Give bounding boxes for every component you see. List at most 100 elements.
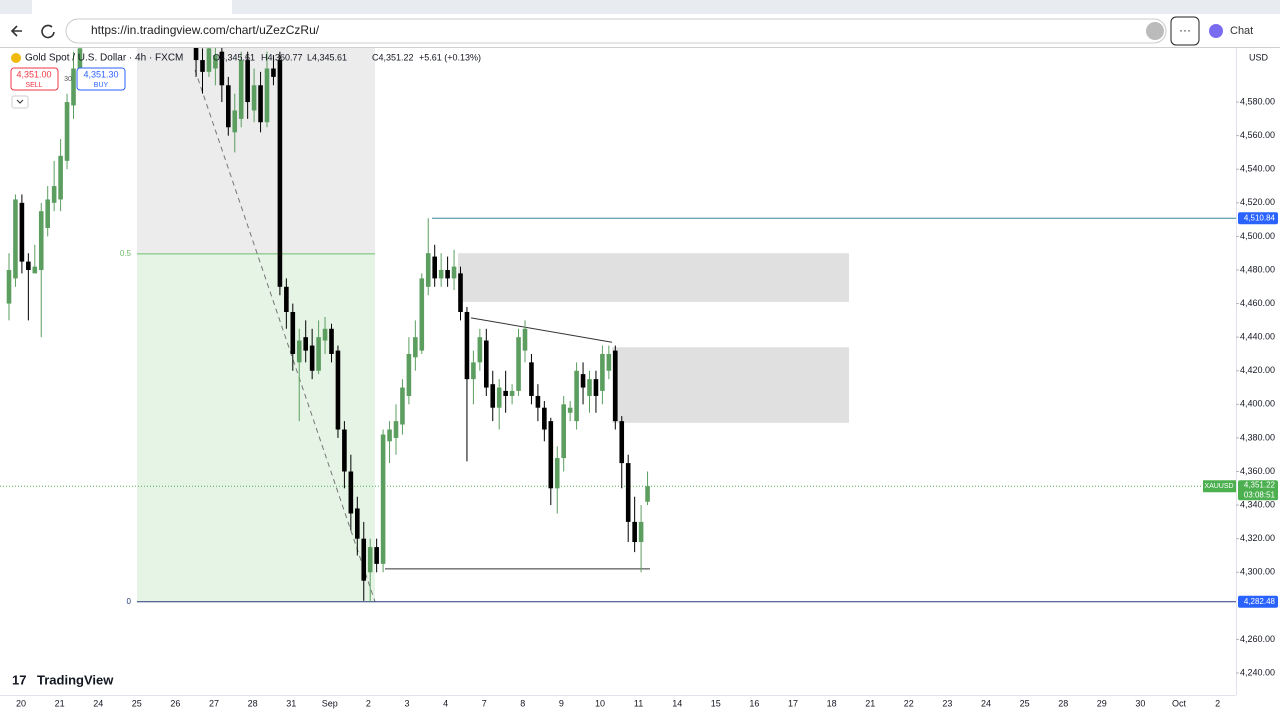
fib-lower-zone (137, 253, 375, 602)
candle-body (471, 362, 476, 380)
candle-body (425, 253, 431, 287)
x-tick-label: 27 (209, 698, 219, 708)
candle-body (284, 286, 289, 312)
y-tick-label: 4,340.00 (1240, 499, 1275, 509)
spread: 30 (64, 76, 72, 83)
candle-body (593, 379, 599, 396)
symbol-title: Gold Spot / U.S. Dollar · 4h · FXCM (25, 53, 183, 64)
sell-button[interactable] (10, 67, 59, 91)
candle-body (309, 345, 315, 371)
candle-body (548, 421, 554, 489)
ohlc-open: O4,345.61 (213, 52, 255, 62)
x-tick-label: 11 (634, 698, 643, 708)
x-tick-label: 25 (132, 698, 142, 708)
candle-body (374, 547, 379, 564)
y-tick-label: 4,400.00 (1240, 399, 1275, 409)
url: https://in.tradingview.com/chart/uZezCzR… (91, 23, 320, 37)
candle-body (613, 350, 618, 422)
chat-button[interactable]: Chat (1230, 25, 1253, 37)
y-tick-label: 4,480.00 (1240, 264, 1275, 274)
candle-body (503, 390, 508, 396)
candle-body (226, 85, 231, 128)
fib-label: 0 (127, 597, 132, 606)
candle-body (516, 337, 521, 391)
back-button[interactable] (10, 25, 22, 37)
y-tick-label: 4,500.00 (1240, 231, 1275, 241)
ohlc-high: H4,360.77 (261, 52, 303, 62)
x-tick-label: 8 (520, 698, 525, 708)
y-tick-label: 4,520.00 (1240, 197, 1275, 207)
candle-body (445, 269, 450, 279)
x-tick-label: 31 (286, 698, 296, 708)
ohlc-low: L4,345.61 (307, 52, 347, 62)
symbol-tag-label: XAUUSD (1204, 483, 1233, 490)
candle-body (625, 463, 631, 522)
x-tick-label: 4 (443, 698, 448, 708)
candle-body (355, 508, 360, 539)
candle-body (496, 387, 502, 408)
x-tick-label: 3 (404, 698, 409, 708)
level-tag-label: 4,510.84 (1244, 213, 1276, 222)
candle-body (213, 55, 218, 69)
x-tick-label: 14 (672, 698, 682, 708)
level-tag (1238, 595, 1278, 608)
candle-body (406, 353, 412, 396)
x-tick-label: 2 (366, 698, 371, 708)
x-tick-label: 30 (1135, 698, 1145, 708)
candle-body (645, 486, 650, 502)
buy-button[interactable] (76, 67, 126, 91)
candle-body (554, 458, 560, 489)
currency: USD (1249, 52, 1269, 62)
candle-body (490, 384, 496, 408)
x-tick-label: 16 (749, 698, 759, 708)
active-tab[interactable] (32, 0, 232, 14)
collapse-icon (16, 99, 24, 104)
x-tick-label: 18 (827, 698, 837, 708)
candle-body (419, 278, 425, 351)
copilot-icon[interactable] (1209, 24, 1223, 38)
x-tick-label: 9 (559, 698, 564, 708)
x-tick-label: 26 (170, 698, 180, 708)
menu-button[interactable] (1170, 16, 1200, 46)
candle-body (296, 340, 302, 363)
x-tick-label: 20 (16, 698, 26, 708)
candle-body (464, 311, 470, 380)
candle-body (484, 340, 489, 388)
candle-body (335, 350, 341, 430)
plot-area: 0.50 (0, 48, 1236, 606)
address-bar[interactable] (65, 18, 1167, 44)
candle-body (438, 269, 444, 279)
supply-zone (458, 253, 849, 302)
reload-button[interactable] (41, 24, 55, 39)
candle-body (238, 60, 244, 119)
candle-body (251, 85, 257, 111)
candle-body (77, 48, 83, 72)
candle-body (580, 374, 586, 388)
candle-body (535, 395, 541, 408)
candle-body (45, 199, 50, 229)
level-tag (1238, 212, 1278, 225)
collapse-button[interactable] (11, 95, 29, 109)
x-tick-label: 28 (248, 698, 258, 708)
candle-body (258, 85, 263, 123)
sell-label: SELL (25, 82, 42, 89)
candle-body (393, 421, 399, 438)
candle-body (619, 421, 625, 464)
last-price-label: 4,351.22 (1244, 480, 1276, 489)
candle-body (542, 407, 547, 430)
candle-body (529, 362, 534, 396)
candle-body (509, 390, 515, 396)
y-tick-label: 4,460.00 (1240, 298, 1275, 308)
candle-body (206, 48, 212, 72)
y-tick-label: 4,560.00 (1240, 130, 1275, 140)
candle-body (361, 538, 367, 581)
y-tick-label: 4,540.00 (1240, 164, 1275, 174)
level-tag-label: 4,282.48 (1244, 597, 1276, 606)
tab-strip (0, 0, 1280, 14)
candle-body (380, 434, 386, 564)
candle-body (232, 110, 238, 133)
profile[interactable] (1146, 22, 1164, 40)
y-tick-label: 4,440.00 (1240, 332, 1275, 342)
